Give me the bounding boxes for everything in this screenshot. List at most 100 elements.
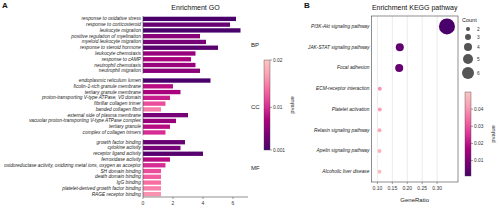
bar: [143, 46, 218, 50]
bar: [143, 175, 161, 179]
category-label: growth factor binding: [96, 140, 141, 145]
bar: [143, 17, 236, 21]
x-tick-label: 0.25: [417, 185, 427, 191]
x-tick-label: 0.20: [402, 185, 412, 191]
bars: [143, 140, 203, 196]
category-label: ficolin-1-rich granule membrane: [74, 84, 142, 89]
category-label: SH domain binding: [100, 169, 141, 174]
bubble: [378, 87, 382, 91]
bar: [143, 84, 173, 88]
category-label: IgG binding: [116, 180, 141, 185]
category-label: proton-transporting V-type ATPase, V0 do…: [41, 95, 141, 100]
legend-marker: [466, 27, 470, 31]
bubble: [395, 64, 403, 72]
category-label: Apelin signaling pathway: [316, 148, 370, 153]
category-label: Platelet activation: [332, 107, 370, 112]
x-tick: [422, 182, 423, 184]
legend-label: 2: [477, 27, 480, 32]
colorbar-tick: [471, 109, 473, 110]
bars: [143, 78, 211, 134]
colorbar-tick: [270, 150, 272, 151]
bar: [143, 28, 241, 32]
category-label: JAK-STAT signaling pathway: [307, 45, 370, 50]
bar: [143, 186, 161, 190]
bar: [143, 163, 166, 167]
bar: [143, 51, 196, 55]
colorbar: [465, 92, 471, 176]
bar: [143, 130, 166, 134]
bubble: [396, 43, 404, 51]
category-label: ferroxidase activity: [101, 157, 141, 162]
bar: [143, 34, 200, 38]
category-label: neutrophil chemotaxis: [94, 63, 141, 68]
bar: [143, 63, 196, 67]
panel-label: B: [304, 1, 310, 10]
category-label: oxidoreductase activity, oxidizing metal…: [4, 163, 141, 168]
category-label: response to oxidative stress: [82, 16, 142, 21]
title: Enrichment GO: [171, 4, 220, 11]
category-label: leukocyte migration: [100, 28, 142, 33]
category-label: response to corticosteroid: [86, 22, 141, 27]
chart: Aresponse to oxidative stressresponse to…: [0, 0, 500, 210]
bar: [143, 96, 170, 100]
colorbar-tick: [270, 107, 272, 108]
x-tick: [407, 182, 408, 184]
category-label: neutrophil migration: [99, 68, 141, 73]
category-label: external side of plasma membrane: [67, 113, 141, 118]
bar: [143, 157, 170, 161]
category-label: Focal adhesion: [337, 65, 370, 70]
legend-label: 6: [477, 71, 480, 76]
category-label: vacuolar proton-transporting V-type ATPa…: [29, 118, 142, 123]
y-axis-line: [142, 16, 143, 74]
category-label: receptor ligand activity: [93, 151, 141, 156]
x-tick-label: 2: [172, 200, 175, 206]
colorbar-tick: [471, 160, 473, 161]
bar: [143, 107, 161, 111]
bar: [143, 101, 166, 105]
x-tick-label: 6: [232, 200, 235, 206]
bar: [143, 140, 185, 144]
colorbar-tick-label: 0.02: [474, 141, 484, 146]
bubble: [377, 149, 381, 153]
colorbar-tick-label: 0.001: [273, 148, 285, 153]
x-tick-label: 0.30: [432, 185, 442, 191]
bar: [143, 22, 230, 26]
bars: [143, 17, 241, 73]
bubbles: [377, 18, 454, 173]
colorbar-tick-label: 0.01: [474, 158, 484, 163]
category-label: response to cAMP: [102, 57, 142, 62]
colorbar-tick: [471, 126, 473, 127]
bar: [143, 119, 176, 123]
colorbar-tick-label: 0.01: [273, 105, 283, 110]
section-label: BP: [251, 42, 259, 48]
y-axis-line: [142, 139, 143, 197]
category-label: platelet-derived growth factor binding: [61, 186, 141, 191]
grid-line: [407, 16, 408, 182]
bar: [143, 40, 206, 44]
bar: [143, 146, 181, 150]
plot-frame: [371, 16, 458, 182]
category-label: tertiary granule membrane: [85, 90, 142, 95]
legend-marker: [464, 43, 472, 51]
y-axis-line: [142, 78, 143, 136]
x-tick-label: 4: [202, 200, 205, 206]
bubble: [377, 128, 381, 132]
bubble: [378, 107, 382, 111]
category-label: complex of collagen trimers: [83, 130, 142, 135]
category-label: ECM-receptor interaction: [316, 86, 370, 91]
grid-line: [377, 16, 378, 182]
category-label: Alcoholic liver disease: [321, 169, 370, 174]
colorbar-tick: [471, 143, 473, 144]
bar: [143, 90, 181, 94]
bubble: [439, 18, 455, 34]
legend-marker: [463, 54, 473, 64]
x-axis-label: GeneRatio: [400, 197, 429, 203]
category-label: death domain binding: [95, 174, 141, 179]
colorbar: [264, 60, 270, 150]
legend-label: 5: [477, 57, 480, 62]
category-label: endoplasmic reticulum lumen: [79, 78, 141, 83]
bar: [143, 125, 170, 129]
category-label: myeloid leukocyte migration: [82, 39, 142, 44]
grid-line: [422, 16, 423, 182]
bar: [143, 192, 161, 196]
